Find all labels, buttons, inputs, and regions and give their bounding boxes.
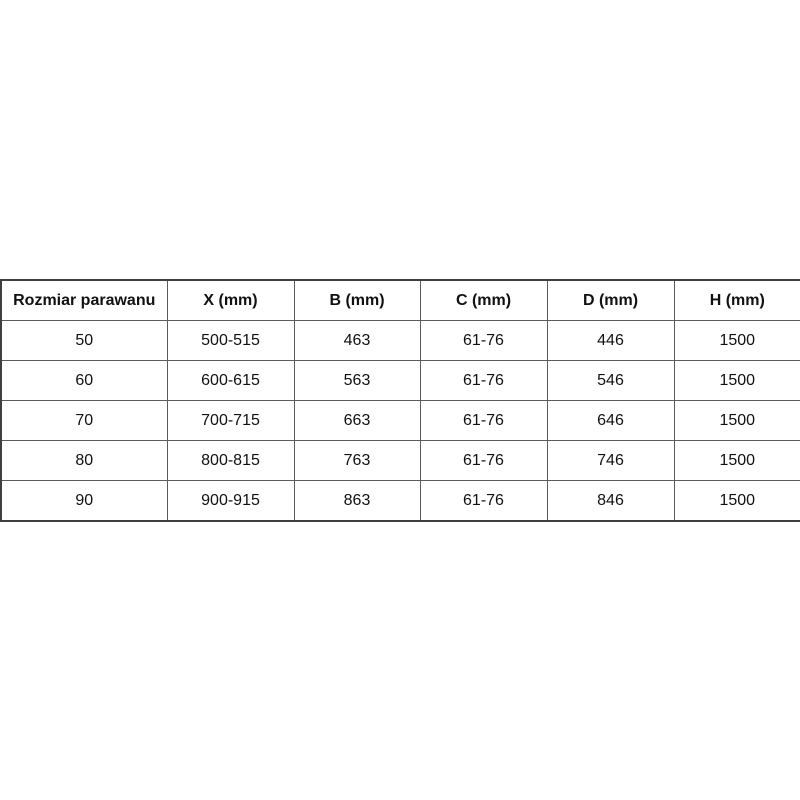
table-body: 50 500-515 463 61-76 446 1500 60 600-615…: [0, 320, 800, 522]
column-header-x: X (mm): [166, 279, 295, 321]
column-header-h: H (mm): [673, 279, 800, 321]
table-cell: 746: [546, 440, 675, 481]
table-cell: 663: [293, 400, 421, 441]
table-cell: 700-715: [166, 400, 295, 441]
table-cell: 463: [293, 320, 421, 361]
table-row: 50 500-515 463 61-76 446 1500: [0, 320, 800, 361]
table-cell: 600-615: [166, 360, 295, 401]
table-cell: 563: [293, 360, 421, 401]
table-cell: 1500: [673, 440, 800, 481]
table-cell: 61-76: [419, 360, 548, 401]
table-cell: 863: [293, 480, 421, 522]
table-cell: 80: [0, 440, 168, 481]
table-row: 70 700-715 663 61-76 646 1500: [0, 400, 800, 441]
table-row: 90 900-915 863 61-76 846 1500: [0, 480, 800, 522]
table-cell: 500-515: [166, 320, 295, 361]
table-cell: 61-76: [419, 480, 548, 522]
table-cell: 50: [0, 320, 168, 361]
column-header-b: B (mm): [293, 279, 421, 321]
table-cell: 1500: [673, 480, 800, 522]
table-cell: 800-815: [166, 440, 295, 481]
table-cell: 546: [546, 360, 675, 401]
header-row: Rozmiar parawanu X (mm) B (mm) C (mm) D …: [0, 279, 800, 321]
column-header-d: D (mm): [546, 279, 675, 321]
table-cell: 646: [546, 400, 675, 441]
table-cell: 846: [546, 480, 675, 522]
table-cell: 70: [0, 400, 168, 441]
table-row: 80 800-815 763 61-76 746 1500: [0, 440, 800, 481]
table-cell: 763: [293, 440, 421, 481]
table-cell: 1500: [673, 400, 800, 441]
table-cell: 900-915: [166, 480, 295, 522]
column-header-rozmiar: Rozmiar parawanu: [0, 279, 168, 321]
table-cell: 446: [546, 320, 675, 361]
table-cell: 1500: [673, 360, 800, 401]
column-header-c: C (mm): [419, 279, 548, 321]
table-cell: 61-76: [419, 400, 548, 441]
table-cell: 60: [0, 360, 168, 401]
table-cell: 61-76: [419, 440, 548, 481]
table-cell: 90: [0, 480, 168, 522]
size-spec-table: Rozmiar parawanu X (mm) B (mm) C (mm) D …: [0, 279, 800, 522]
table-row: 60 600-615 563 61-76 546 1500: [0, 360, 800, 401]
table-cell: 1500: [673, 320, 800, 361]
table-head: Rozmiar parawanu X (mm) B (mm) C (mm) D …: [0, 279, 800, 321]
table-cell: 61-76: [419, 320, 548, 361]
